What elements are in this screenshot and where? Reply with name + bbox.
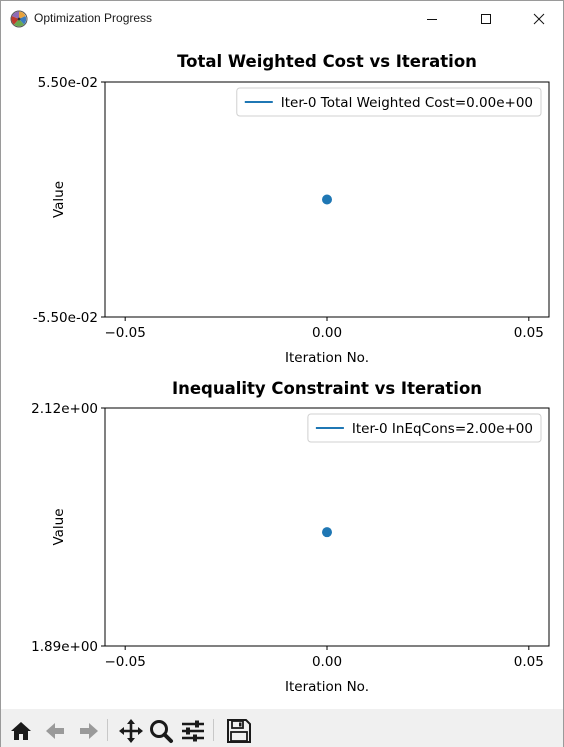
legend-label: Iter-0 Total Weighted Cost=0.00e+00 — [281, 95, 533, 111]
legend-label: Iter-0 InEqCons=2.00e+00 — [352, 421, 533, 437]
matplotlib-icon — [10, 10, 28, 28]
x-axis-label: Iteration No. — [285, 679, 369, 695]
close-icon — [533, 13, 545, 25]
x-tick-label: −0.05 — [104, 654, 145, 670]
maximize-button[interactable] — [463, 1, 509, 37]
back-button[interactable] — [41, 716, 69, 746]
y-tick-label: 5.50e-02 — [38, 75, 98, 91]
y-tick-label: 2.12e+00 — [31, 401, 98, 417]
data-point — [322, 194, 332, 205]
x-tick-label: 0.00 — [312, 325, 342, 341]
plot-area — [104, 407, 550, 647]
window-title: Optimization Progress — [34, 11, 153, 25]
chart-title: Total Weighted Cost vs Iteration — [177, 52, 477, 71]
figure-svg: Total Weighted Cost vs Iteration −0.05 0.0… — [31, 52, 550, 695]
title-bar[interactable]: Optimization Progress — [1, 1, 563, 37]
home-button[interactable] — [7, 716, 35, 746]
y-axis-label: Value — [51, 181, 67, 218]
x-axis-label: Iteration No. — [285, 350, 369, 366]
forward-button[interactable] — [75, 716, 103, 746]
y-axis-label: Value — [51, 508, 67, 545]
chart-title: Inequality Constraint vs Iteration — [172, 379, 482, 398]
zoom-button[interactable] — [147, 716, 175, 746]
y-tick-label: 1.89e+00 — [31, 639, 98, 655]
x-tick-label: 0.00 — [312, 654, 342, 670]
x-tick-label: 0.05 — [514, 325, 544, 341]
arrow-right-icon — [77, 719, 101, 743]
save-button[interactable] — [225, 716, 253, 746]
configure-subplots-button[interactable] — [179, 716, 207, 746]
pan-button[interactable] — [117, 716, 145, 746]
data-point — [322, 527, 332, 538]
move-icon — [118, 718, 144, 744]
legend-box — [236, 87, 542, 117]
toolbar-separator — [213, 719, 214, 741]
minimize-button[interactable] — [409, 1, 455, 37]
zoom-icon — [148, 718, 174, 744]
figure-canvas[interactable]: Total Weighted Cost vs Iteration −0.05 0.0… — [1, 37, 563, 709]
y-tick-label: -5.50e-02 — [33, 310, 98, 326]
x-tick-label: 0.05 — [514, 654, 544, 670]
toolbar-separator — [107, 719, 108, 741]
maximize-icon — [480, 13, 492, 25]
navigation-toolbar — [1, 709, 563, 747]
x-tick-label: −0.05 — [104, 325, 145, 341]
sliders-icon — [180, 718, 206, 744]
home-icon — [9, 719, 33, 743]
arrow-left-icon — [43, 719, 67, 743]
legend-box — [307, 413, 542, 443]
save-icon — [226, 718, 252, 744]
close-button[interactable] — [516, 1, 562, 37]
minimize-icon — [426, 13, 438, 25]
